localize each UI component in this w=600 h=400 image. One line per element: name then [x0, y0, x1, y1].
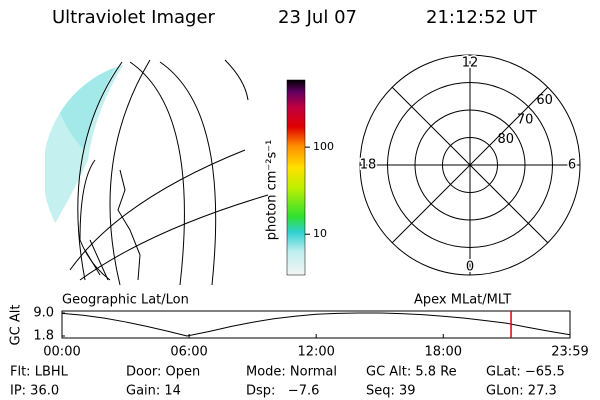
y-tick-label: 1.8: [33, 329, 54, 344]
footer-item: Flt: LBHL: [10, 365, 69, 380]
footer-item: GLon: 27.3: [486, 384, 557, 399]
x-tick-label: 18:00: [425, 345, 462, 360]
colorbar-tick-label: 100: [313, 140, 334, 153]
polar-ring-label: 60: [536, 93, 553, 108]
mlt-label: 6: [568, 158, 576, 173]
mlt-label: 12: [462, 56, 479, 71]
colorbar-tick-label: 10: [313, 227, 327, 240]
mlt-label: 0: [466, 260, 474, 275]
y-tick-label: 9.0: [33, 306, 54, 321]
altitude-line: [61, 312, 571, 337]
polar-spoke: [391, 86, 549, 244]
footer-item: GC Alt: 5.8 Re: [366, 365, 457, 380]
footer-item: Dsp: −7.6: [246, 384, 319, 399]
footer-item: GLat: −65.5: [486, 365, 565, 380]
footer-item: IP: 36.0: [10, 384, 59, 399]
footer: Flt: LBHL Door: Open Mode: Normal GC Alt: 5…: [10, 365, 565, 399]
time: 21:12:52 UT: [426, 7, 538, 28]
footer-item: Door: Open: [126, 365, 200, 380]
x-tick-label: 12:00: [297, 345, 334, 360]
colorbar: [286, 79, 306, 276]
colorbar-label: photon cm⁻²s⁻¹: [265, 140, 280, 241]
footer-item: Mode: Normal: [246, 365, 337, 380]
x-tick-label: 06:00: [170, 345, 207, 360]
polar-label: Apex MLat/MLT: [414, 293, 511, 308]
polar-ring-label: 70: [517, 113, 534, 128]
date: 23 Jul 07: [278, 7, 357, 28]
map-lines: [69, 59, 269, 286]
image-label: Geographic Lat/Lon: [62, 293, 189, 308]
footer-item: Gain: 14: [126, 384, 181, 399]
mlt-label: 18: [360, 158, 377, 173]
x-tick-label: 00:00: [43, 345, 80, 360]
x-tick-label: 23:59: [551, 345, 588, 360]
footer-item: Seq: 39: [366, 384, 416, 399]
y-axis-label: GC Alt: [9, 305, 24, 346]
polar-ring-label: 80: [497, 132, 514, 147]
title: Ultraviolet Imager: [52, 7, 216, 28]
uv-image: [43, 60, 125, 284]
